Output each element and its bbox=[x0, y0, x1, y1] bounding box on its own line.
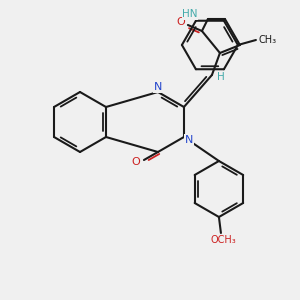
Text: HN: HN bbox=[182, 9, 198, 19]
Text: N: N bbox=[185, 135, 193, 145]
Text: H: H bbox=[217, 72, 225, 82]
Text: OCH₃: OCH₃ bbox=[210, 235, 236, 245]
Text: O: O bbox=[176, 17, 185, 27]
Text: O: O bbox=[132, 157, 140, 167]
Text: N: N bbox=[154, 82, 162, 92]
Text: CH₃: CH₃ bbox=[259, 35, 277, 45]
